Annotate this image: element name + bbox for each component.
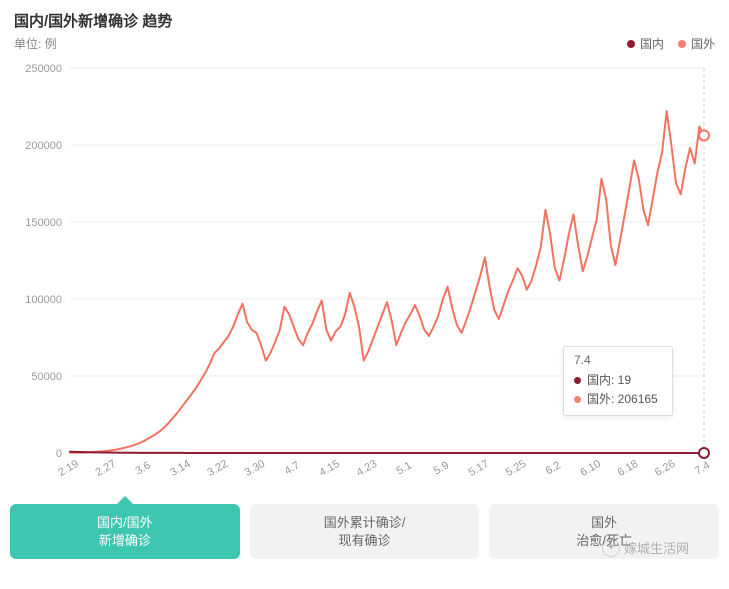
svg-text:6.18: 6.18 xyxy=(616,458,641,479)
svg-text:5.25: 5.25 xyxy=(504,458,529,479)
tooltip-dot-icon xyxy=(574,377,581,384)
tab-line2: 治愈/死亡 xyxy=(493,532,715,550)
svg-text:200000: 200000 xyxy=(25,140,62,152)
tab-line1: 国外累计确诊/ xyxy=(254,514,476,532)
tab-line2: 现有确诊 xyxy=(254,532,476,550)
tooltip-text: 国外: 206165 xyxy=(587,390,658,409)
svg-text:4.15: 4.15 xyxy=(317,458,342,479)
svg-text:7.4: 7.4 xyxy=(693,459,712,477)
svg-text:3.30: 3.30 xyxy=(243,458,268,479)
legend-item[interactable]: 国内 xyxy=(627,35,664,52)
tab-line1: 国内/国外 xyxy=(14,514,236,532)
legend-item[interactable]: 国外 xyxy=(678,35,715,52)
tooltip-row: 国外: 206165 xyxy=(574,390,662,409)
svg-text:3.6: 3.6 xyxy=(133,459,152,477)
tab-0[interactable]: 国内/国外新增确诊 xyxy=(10,504,240,559)
tooltip-text: 国内: 19 xyxy=(587,371,631,390)
tooltip-dot-icon xyxy=(574,396,581,403)
svg-text:100000: 100000 xyxy=(25,294,62,306)
legend-label: 国外 xyxy=(691,35,715,52)
line-chart: 0 50000 100000 150000 200000 250000 2.19 2.27 3.… xyxy=(14,58,715,498)
svg-text:6.26: 6.26 xyxy=(653,458,678,479)
y-unit-label: 单位: 例 xyxy=(14,35,57,52)
svg-text:150000: 150000 xyxy=(25,217,62,229)
tab-line1: 国外 xyxy=(493,514,715,532)
legend: 国内 国外 xyxy=(627,35,715,52)
tooltip-row: 国内: 19 xyxy=(574,371,662,390)
tab-1[interactable]: 国外累计确诊/现有确诊 xyxy=(250,504,480,559)
svg-text:250000: 250000 xyxy=(25,63,62,75)
svg-text:6.10: 6.10 xyxy=(578,458,603,479)
legend-dot-icon xyxy=(627,40,635,48)
svg-text:50000: 50000 xyxy=(31,371,62,383)
svg-text:4.23: 4.23 xyxy=(355,458,380,479)
chart-area: 0 50000 100000 150000 200000 250000 2.19 2.27 3.… xyxy=(14,58,715,498)
tab-2[interactable]: 国外治愈/死亡 xyxy=(489,504,719,559)
tab-bar: 国内/国外新增确诊国外累计确诊/现有确诊国外治愈/死亡 ✦ 嫁城生活网 xyxy=(0,498,729,569)
chart-title: 国内/国外新增确诊 趋势 xyxy=(14,10,715,31)
svg-text:2.27: 2.27 xyxy=(94,458,119,479)
svg-text:5.1: 5.1 xyxy=(395,459,414,477)
legend-label: 国内 xyxy=(640,35,664,52)
subtitle-row: 单位: 例 国内 国外 xyxy=(14,35,715,52)
tooltip-date: 7.4 xyxy=(574,353,662,367)
chart-card: 国内/国外新增确诊 趋势 单位: 例 国内 国外 0 50000 100000 1500… xyxy=(0,0,729,498)
svg-text:5.9: 5.9 xyxy=(432,459,451,477)
svg-text:5.17: 5.17 xyxy=(466,458,491,479)
svg-text:2.19: 2.19 xyxy=(56,458,81,479)
svg-text:6.2: 6.2 xyxy=(544,459,563,477)
tab-line2: 新增确诊 xyxy=(14,532,236,550)
chart-tooltip: 7.4 国内: 19国外: 206165 xyxy=(563,346,673,416)
svg-text:3.14: 3.14 xyxy=(168,458,193,479)
svg-text:0: 0 xyxy=(56,448,62,460)
svg-text:4.7: 4.7 xyxy=(283,459,302,477)
legend-dot-icon xyxy=(678,40,686,48)
svg-text:3.22: 3.22 xyxy=(205,458,230,479)
